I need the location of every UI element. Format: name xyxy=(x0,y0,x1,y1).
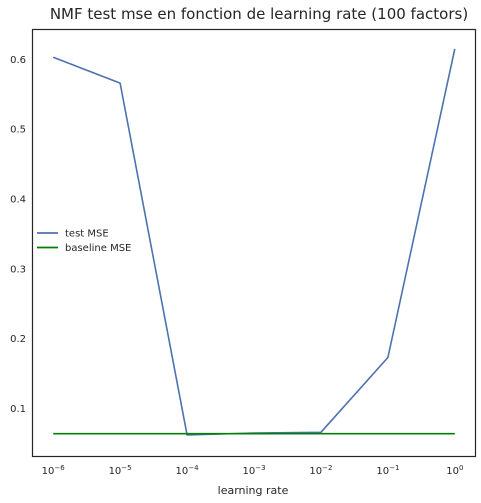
legend-label: baseline MSE xyxy=(65,243,131,254)
y-tick-label: 0.2 xyxy=(10,334,26,345)
series-layer xyxy=(52,48,456,436)
chart-title: NMF test mse en fonction de learning rat… xyxy=(50,5,468,23)
x-tick-label: 10−3 xyxy=(242,464,265,477)
x-tick-label: 10−1 xyxy=(376,464,399,477)
x-tick-label: 100 xyxy=(446,464,463,477)
legend: test MSE baseline MSE xyxy=(37,229,131,254)
x-tick-label: 10−5 xyxy=(109,464,132,477)
legend-label: test MSE xyxy=(65,229,109,240)
y-tick-label: 0.3 xyxy=(10,264,26,275)
y-tick-label: 0.4 xyxy=(10,195,26,206)
x-axis-label: learning rate xyxy=(218,484,289,497)
y-axis: 0.1 0.2 0.3 0.4 0.5 0.6 xyxy=(10,55,26,415)
x-axis: 10−6 10−5 10−4 10−3 10−2 10−1 100 xyxy=(42,464,464,477)
y-tick-label: 0.1 xyxy=(10,404,26,415)
plot-frame xyxy=(31,28,477,458)
series-line-test-mse xyxy=(52,48,456,436)
x-tick-label: 10−2 xyxy=(309,464,332,477)
x-tick-label: 10−6 xyxy=(42,464,66,477)
y-tick-label: 0.6 xyxy=(10,55,26,66)
x-tick-label: 10−4 xyxy=(176,464,200,477)
y-tick-label: 0.5 xyxy=(10,125,26,136)
